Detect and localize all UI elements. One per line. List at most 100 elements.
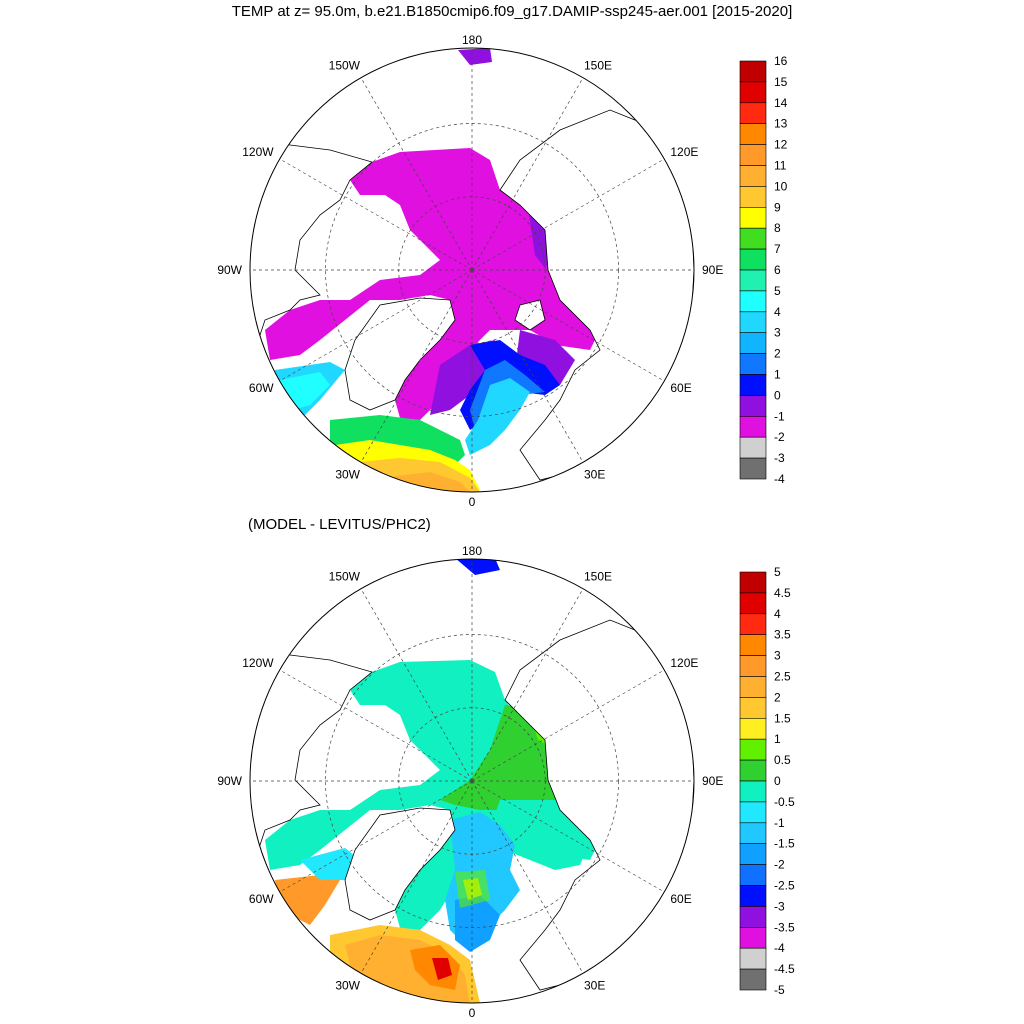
top-colorbar-label: 8 [774,221,781,235]
bottom-map-graticule [250,559,694,1003]
top-lon-label: 150E [584,59,612,73]
bottom-lon-label: 60W [249,892,274,906]
bottom-colorbar-swatch [739,780,767,803]
bottom-colorbar-swatch [739,738,767,761]
top-colorbar-label: -1 [774,409,785,423]
bottom-map-boundary [249,558,695,1004]
bottom-lon-label: 180 [462,544,482,558]
top-lon-label: 30W [335,467,360,481]
bottom-colorbar-swatch [739,655,767,677]
top-colorbar-swatch [739,353,767,375]
top-land-greenland [344,297,456,411]
top-lon-label: 120W [242,145,274,159]
bottom-colorbar-label: -0.5 [774,795,795,809]
bottom-colorbar-swatch [739,968,767,991]
bottom-colorbar-label: -4.5 [774,962,795,976]
bottom-colorbar-swatch [739,613,767,635]
top-colorbar-label: 12 [774,138,788,152]
bottom-colorbar-label: -1.5 [774,837,795,851]
bottom-panel-subtitle: (MODEL - LEVITUS/PHC2) [248,516,431,533]
bottom-meridian [279,669,473,782]
bottom-colorbar-label: -1 [774,816,785,830]
top-meridian [360,77,473,271]
top-colorbar-swatch [739,332,767,354]
bottom-land-greenland [344,807,456,921]
top-colorbar-label: 16 [774,54,788,68]
bottom-colorbar-label: -3 [774,899,785,913]
bottom-colorbar-swatch [739,864,767,886]
bottom-field-green-eurasian [440,705,560,810]
top-lon-label: 0 [469,495,476,509]
bottom-colorbar-swatch [739,759,767,782]
top-colorbar-swatch [739,415,767,438]
top-lon-label: 30E [584,467,605,481]
top-colorbar-label: 15 [774,75,788,89]
bottom-lon-label: 30W [335,978,360,992]
bottom-colorbar-swatch [739,885,767,907]
bottom-colorbar-label: 2 [774,690,781,704]
top-colorbar-label: 13 [774,117,788,131]
top-lon-label: 150W [329,59,361,73]
top-lon-label: 60W [249,381,274,395]
bottom-field-green-blob [455,870,490,908]
bottom-colorbar-swatch [739,676,767,698]
top-colorbar-label: -2 [774,430,785,444]
bottom-colorbar-label: 4.5 [774,586,791,600]
top-colorbar-swatch [739,395,767,417]
top-field-arctic-basin [265,148,600,420]
bottom-lon-label: 90E [702,774,723,788]
bottom-longitude-labels: 180 150E 120E 90E 60E 30E 0 30W 60W 90W 120W 150W [217,544,723,1020]
top-colorbar-label: 11 [774,159,787,173]
bottom-colorbar-label: 3 [774,649,781,663]
bottom-colorbar-swatch [739,717,767,740]
top-colorbar-swatch [739,81,767,104]
bottom-colorbar-swatch [739,843,767,865]
top-colorbar-swatch [739,436,767,459]
top-lon-label: 60E [670,381,691,395]
bottom-colorbar-swatch [739,906,767,928]
bottom-lon-label: 30E [584,978,605,992]
top-colorbar-label: 3 [774,326,781,340]
bottom-colorbar-label: 1.5 [774,711,791,725]
bottom-colorbar-label: 3.5 [774,628,791,642]
top-meridian [471,269,584,463]
bottom-lon-label: 150E [584,570,612,584]
bottom-colorbar-swatch [739,926,767,949]
top-meridian [471,158,665,271]
bottom-colorbar-label: 1 [774,732,781,746]
bottom-colorbar-label: -3.5 [774,920,795,934]
top-map-graticule [250,48,694,492]
top-colorbar-label: -3 [774,451,785,465]
top-colorbar-swatch [739,186,767,208]
top-colorbar-swatch [739,60,767,83]
bottom-meridian [360,588,473,782]
bottom-colorbar-swatch [739,822,767,844]
top-meridian [360,269,473,463]
bottom-colorbar-label: -4 [774,941,785,955]
bottom-colorbar-label: -2 [774,858,785,872]
bottom-lon-label: 120W [242,656,274,670]
top-meridian [279,158,473,271]
top-colorbar-label: 10 [774,179,788,193]
top-colorbar-swatch [739,311,767,333]
top-colorbar-label: 5 [774,284,781,298]
bottom-lon-label: 0 [469,1006,476,1020]
bottom-colorbar-label: 2.5 [774,670,791,684]
top-colorbar-swatch [739,457,767,480]
top-colorbar-swatch [739,248,767,271]
top-colorbar-label: 1 [774,368,781,382]
bottom-lon-label: 150W [329,570,361,584]
top-colorbar-swatch [739,227,767,250]
top-meridian [471,77,584,271]
top-meridian [279,269,473,382]
bottom-colorbar-swatch [739,697,767,719]
bottom-colorbar-swatch [739,592,767,615]
bottom-colorbar-label: 4 [774,607,781,621]
bottom-meridian [279,780,473,893]
top-colorbar-label: 0 [774,388,781,402]
bottom-colorbar-swatch [739,634,767,656]
top-longitude-labels: 180 150E 120E 90E 60E 30E 0 30W 60W 90W 120W 150W [217,33,723,509]
bottom-meridian [471,780,665,893]
